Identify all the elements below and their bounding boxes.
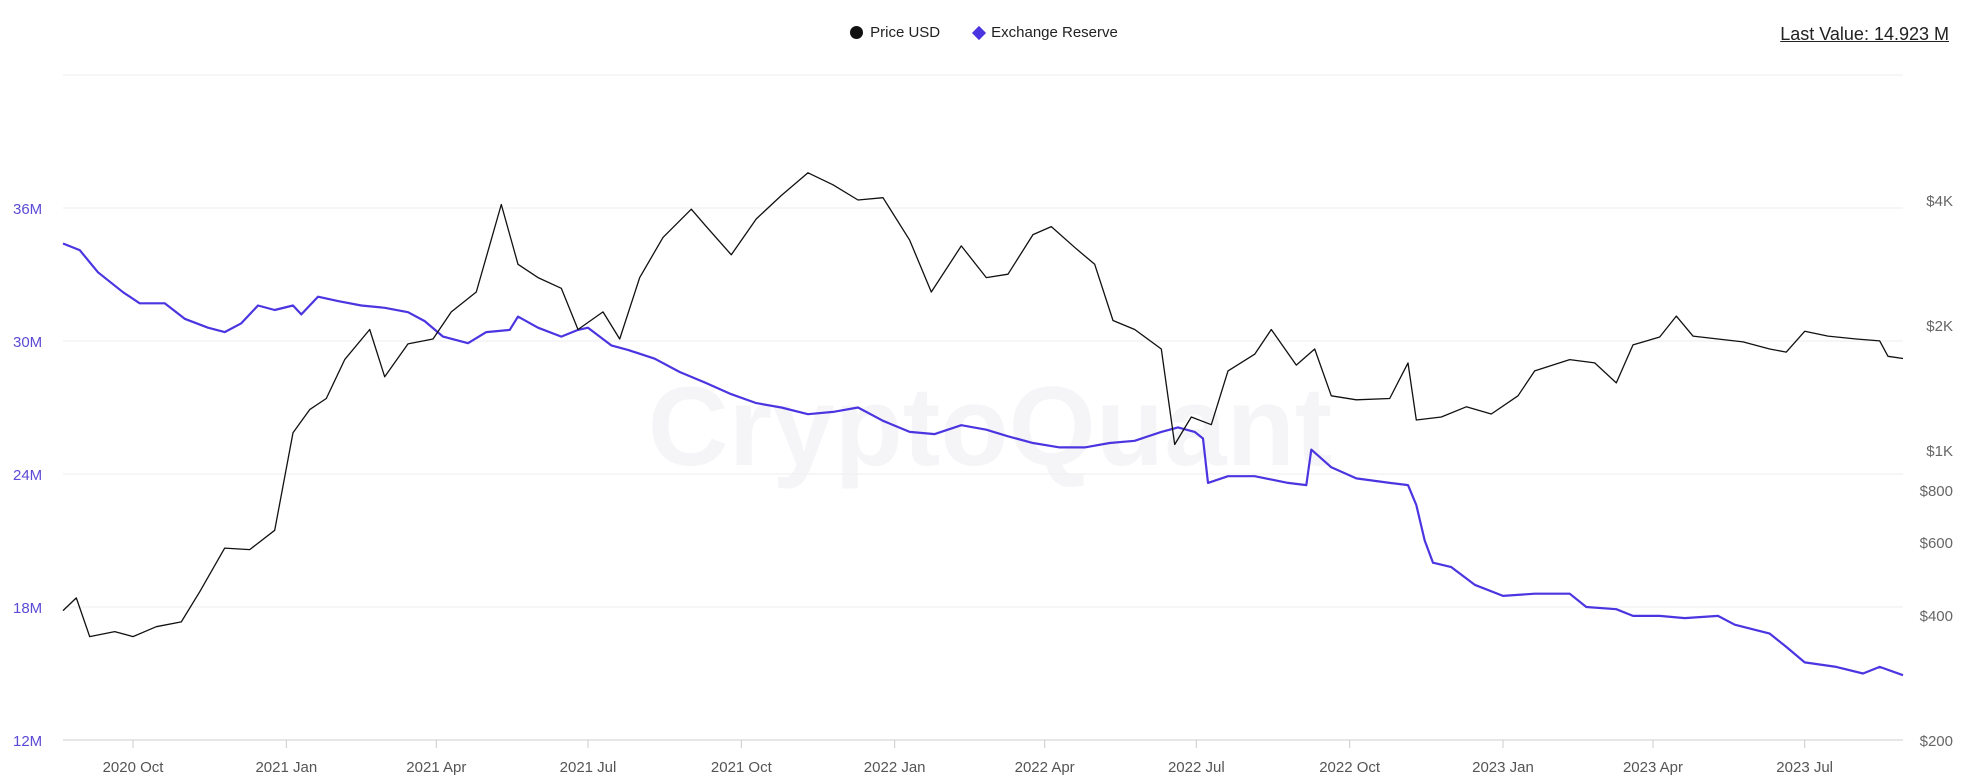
y-axis-left: 12M 18M 24M 30M 36M	[13, 201, 42, 750]
series-layer	[62, 172, 1904, 677]
x-axis: 2020 Oct 2021 Jan 2021 Apr 2021 Jul 2021 Oct…	[63, 739, 1903, 776]
x-tick-label: 2023 Jan	[1472, 759, 1534, 776]
x-tick-label: 2022 Jan	[864, 759, 926, 776]
y-left-tick-label: 18M	[13, 600, 42, 617]
exchange-reserve-line	[62, 242, 1904, 677]
y-axis-right: $200 $400 $600 $800 $1K $2K $4K	[1920, 193, 1953, 750]
grid-lines	[63, 74, 1903, 608]
y-left-tick-label: 24M	[13, 467, 42, 484]
price-usd-line	[62, 172, 1904, 638]
y-left-tick-label: 36M	[13, 201, 42, 218]
x-tick-label: 2023 Apr	[1623, 759, 1683, 776]
legend-item-exchange-reserve[interactable]: Exchange Reserve	[972, 24, 1118, 41]
x-tick-label: 2021 Jan	[255, 759, 317, 776]
x-tick-label: 2021 Apr	[406, 759, 466, 776]
y-right-tick-label: $600	[1920, 535, 1953, 552]
y-right-tick-label: $1K	[1926, 443, 1953, 460]
x-tick-label: 2022 Jul	[1168, 759, 1225, 776]
y-right-tick-label: $200	[1920, 733, 1953, 750]
y-right-tick-label: $400	[1920, 608, 1953, 625]
y-right-tick-label: $800	[1920, 483, 1953, 500]
reserve-legend-marker-icon	[972, 25, 987, 40]
legend-label-exchange-reserve: Exchange Reserve	[991, 24, 1118, 41]
x-tick-label: 2020 Oct	[103, 759, 165, 776]
x-tick-label: 2021 Oct	[711, 759, 773, 776]
legend: Price USD Exchange Reserve	[0, 24, 1968, 41]
legend-label-price: Price USD	[870, 24, 941, 41]
y-left-tick-label: 12M	[13, 733, 42, 750]
x-tick-label: 2022 Apr	[1015, 759, 1075, 776]
x-tick-label: 2021 Jul	[560, 759, 617, 776]
y-right-tick-label: $2K	[1926, 318, 1953, 335]
last-value-readout[interactable]: Last Value: 14.923 M	[1780, 24, 1949, 44]
y-right-tick-label: $4K	[1926, 193, 1953, 210]
watermark: CryptoQuant	[648, 364, 1332, 489]
x-tick-label: 2022 Oct	[1319, 759, 1381, 776]
price-legend-marker-icon	[850, 26, 864, 39]
x-tick-label: 2023 Jul	[1776, 759, 1833, 776]
y-left-tick-label: 30M	[13, 334, 42, 351]
legend-item-price[interactable]: Price USD	[850, 24, 940, 41]
